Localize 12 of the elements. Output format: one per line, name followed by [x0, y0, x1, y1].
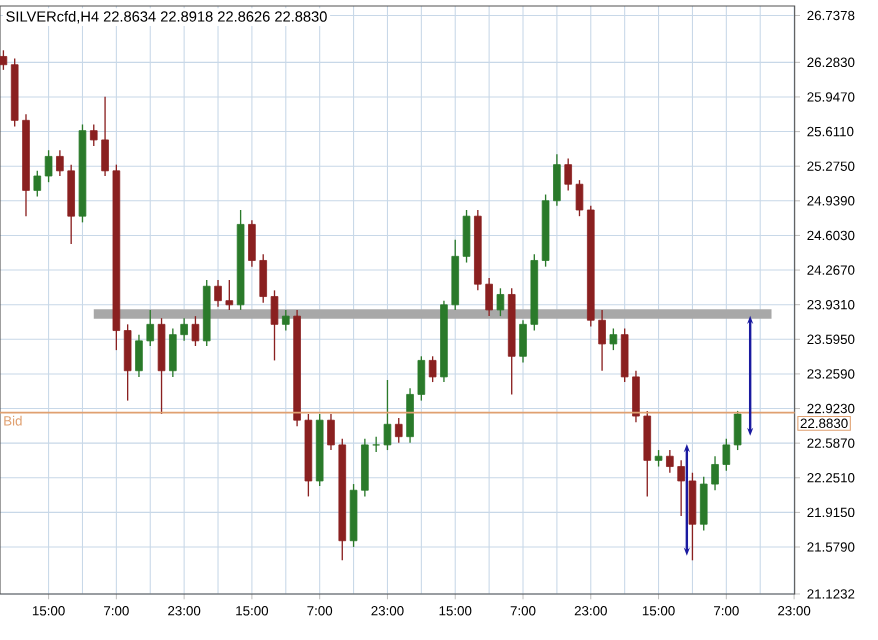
- candlestick: [157, 317, 166, 415]
- candlestick: [282, 309, 290, 332]
- candlestick: [123, 323, 132, 402]
- candlestick: [44, 149, 53, 183]
- candlestick: [394, 417, 403, 444]
- candlestick: [733, 410, 742, 451]
- candlestick: [33, 170, 42, 198]
- candlestick: [609, 327, 618, 351]
- candlestick: [0, 49, 8, 71]
- candlestick: [496, 287, 505, 317]
- candlestick: [428, 355, 437, 383]
- candlestick: [191, 315, 200, 347]
